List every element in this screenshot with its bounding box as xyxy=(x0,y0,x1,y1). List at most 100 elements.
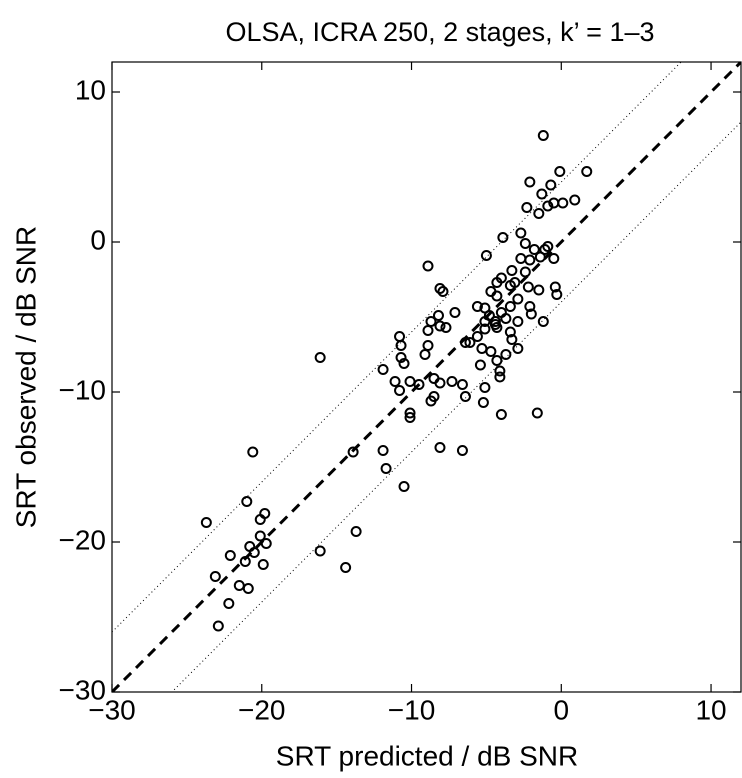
data-point xyxy=(525,308,537,320)
data-point xyxy=(440,322,452,333)
data-point xyxy=(434,320,446,332)
data-point xyxy=(549,281,561,293)
data-point xyxy=(521,202,533,213)
data-point xyxy=(212,620,224,632)
data-point xyxy=(419,349,431,360)
data-point xyxy=(477,397,489,408)
data-point xyxy=(491,277,503,288)
data-point xyxy=(394,331,406,342)
data-point xyxy=(479,316,491,327)
data-point xyxy=(459,391,471,402)
data-point xyxy=(491,355,503,366)
data-point xyxy=(554,166,566,177)
data-point xyxy=(257,559,269,570)
data-point xyxy=(528,244,540,255)
x-tick-label: −10 xyxy=(388,694,436,725)
data-point xyxy=(459,337,471,348)
data-point xyxy=(314,545,326,557)
data-point xyxy=(494,371,506,383)
data-point xyxy=(395,340,407,351)
data-point xyxy=(242,583,254,594)
data-point xyxy=(504,326,516,338)
x-tick-label: −20 xyxy=(238,694,286,725)
data-point xyxy=(347,446,359,458)
data-point xyxy=(497,232,509,243)
data-point xyxy=(425,316,437,327)
data-point xyxy=(495,409,507,420)
data-point xyxy=(247,446,259,458)
data-point xyxy=(534,251,546,263)
x-tick-label: 10 xyxy=(695,694,726,725)
data-point xyxy=(377,364,389,375)
data-point xyxy=(476,343,488,354)
data-point xyxy=(395,352,407,363)
reference-line xyxy=(112,62,741,692)
data-point xyxy=(504,280,516,291)
data-point xyxy=(224,550,236,561)
data-point xyxy=(531,407,543,419)
data-point xyxy=(340,562,352,573)
data-point xyxy=(432,310,444,321)
axes-box xyxy=(111,61,742,693)
data-point xyxy=(350,526,362,537)
data-point xyxy=(200,517,212,528)
data-point xyxy=(456,379,468,390)
y-tick-label: 10 xyxy=(75,74,106,105)
data-point xyxy=(377,445,389,456)
data-point xyxy=(515,253,527,264)
data-point xyxy=(404,412,416,423)
data-point xyxy=(536,188,548,200)
data-point xyxy=(557,197,569,209)
data-point xyxy=(471,331,483,342)
data-point xyxy=(542,241,554,252)
data-point xyxy=(504,301,516,312)
data-point xyxy=(494,365,506,377)
plot-area xyxy=(112,62,741,692)
data-point xyxy=(233,580,245,591)
data-point xyxy=(413,379,425,390)
data-point xyxy=(500,313,512,324)
data-point xyxy=(480,250,492,261)
data-point xyxy=(464,337,476,348)
reference-line xyxy=(112,62,682,633)
y-tick-label: 0 xyxy=(90,224,106,255)
data-point xyxy=(223,598,235,609)
data-point xyxy=(500,349,512,360)
x-tick-label: 0 xyxy=(553,694,569,725)
data-point xyxy=(260,538,272,549)
data-point xyxy=(519,266,531,278)
data-point xyxy=(422,325,434,336)
data-point xyxy=(434,442,446,453)
data-point xyxy=(512,316,524,327)
data-point xyxy=(398,481,410,492)
data-point xyxy=(485,346,497,357)
data-point xyxy=(425,395,437,407)
data-point xyxy=(533,208,545,219)
data-point xyxy=(542,200,554,212)
data-point xyxy=(551,289,563,300)
data-point xyxy=(506,265,518,276)
x-tick-label: −30 xyxy=(88,694,136,725)
y-tick-label: −10 xyxy=(59,374,107,405)
data-point xyxy=(519,238,531,249)
data-point xyxy=(524,254,536,266)
x-axis-label: SRT predicted / dB SNR xyxy=(276,740,578,771)
data-point xyxy=(581,166,593,177)
data-point xyxy=(533,284,545,296)
data-point xyxy=(491,290,503,302)
chart-title: OLSA, ICRA 250, 2 stages, k’ = 1–3 xyxy=(226,17,655,47)
data-point xyxy=(524,301,536,312)
y-tick-label: −30 xyxy=(59,674,107,705)
data-point xyxy=(512,293,524,305)
data-point xyxy=(548,253,560,264)
data-point xyxy=(239,556,251,567)
data-point xyxy=(314,352,326,363)
data-point xyxy=(422,340,434,351)
data-point xyxy=(545,179,557,191)
data-point xyxy=(479,382,491,393)
data-point xyxy=(471,301,483,312)
data-point xyxy=(380,463,392,474)
data-point xyxy=(241,496,253,507)
